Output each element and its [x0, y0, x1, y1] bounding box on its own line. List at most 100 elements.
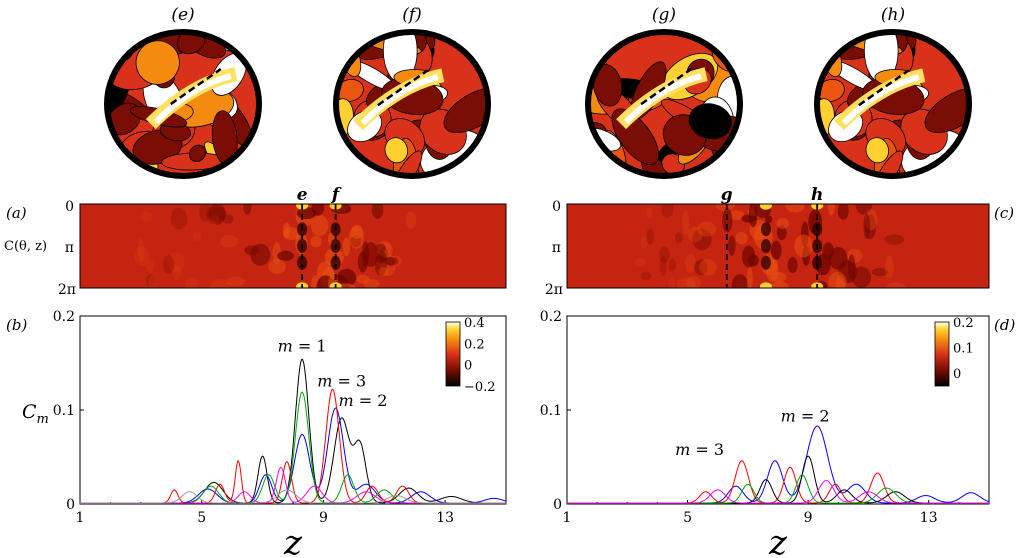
axes-d: 1 5 9 13 0 0.1 0.2 [540, 309, 990, 526]
heatmap-blob [770, 240, 782, 260]
heatmap-a-tick-pi: π [65, 240, 74, 256]
heatmap-blob [729, 210, 745, 221]
heatmap-dark-spot [330, 255, 341, 270]
cut-label: e [297, 185, 308, 205]
heatmap-blob [746, 266, 753, 288]
disk-band-core [841, 74, 920, 126]
x-tick-label: 13 [436, 510, 454, 526]
heatmap-blob [172, 265, 182, 281]
series-line-m=2 [567, 425, 989, 504]
heatmap-blob [277, 250, 294, 261]
disk-band-core [153, 73, 232, 125]
x-tick-label: 13 [920, 510, 938, 526]
heatmap-c-tick-0: 0 [552, 199, 561, 215]
lines-b [80, 358, 506, 504]
heatmap-blob [863, 213, 871, 240]
heatmap-blob [659, 256, 667, 277]
heatmap-blob [686, 276, 702, 288]
heatmap-blob [699, 258, 717, 276]
disk-patch [391, 150, 423, 176]
disk-patch [237, 157, 259, 176]
heatmap-blob [634, 257, 646, 268]
heatmap-blob [646, 228, 654, 245]
disk-dashed-line [170, 68, 222, 106]
heatmap-blob [685, 253, 696, 274]
disk-outline [814, 29, 972, 179]
annotations-b: m = 1 m = 3m = 2 [278, 337, 388, 411]
heatmap-blob [658, 246, 670, 263]
heatmap-blob [137, 237, 145, 263]
heatmap-blob [715, 204, 736, 212]
disk-dashed-line [858, 69, 910, 107]
disk-patch [466, 156, 488, 176]
heatmap-blob [378, 267, 389, 277]
heatmap-blob [405, 211, 417, 230]
cut-label: h [811, 185, 823, 205]
heatmap-dark-spot [760, 222, 771, 237]
heatmap-blob [765, 215, 773, 224]
heatmap-blob [363, 278, 380, 288]
colorbar-d: 0.2 0.1 0 [934, 316, 974, 387]
heatmap-blob [206, 204, 226, 225]
lines-d [567, 425, 989, 504]
heatmap-blob [371, 204, 384, 219]
heatmap-blob [222, 214, 234, 224]
disk-label-e: (e) [171, 5, 194, 25]
plot-frame [566, 315, 990, 505]
disk-patch [135, 40, 180, 85]
heatmap-blob [375, 243, 387, 253]
heatmap-blob [342, 237, 351, 257]
x-tick-label: 1 [563, 510, 572, 526]
colorbar-b: 0.4 0.2 0 −0.2 [445, 316, 496, 395]
heatmap-blob [268, 259, 286, 275]
heatmap-blob [184, 278, 199, 288]
heatmap-blob [640, 235, 648, 249]
annotation: m = 3 [317, 372, 366, 391]
heatmap-bright-spot [759, 204, 772, 210]
heatmap-blob [687, 226, 703, 243]
heatmap-blob [674, 232, 683, 244]
heatmap-blob [282, 222, 291, 239]
annotation: m = 3 [675, 440, 724, 459]
heatmap-blob [731, 274, 749, 288]
heatmap-blob [668, 258, 676, 272]
heatmap-blob [668, 277, 676, 288]
heatmap-blob [794, 234, 814, 258]
heatmap-blob [661, 204, 674, 218]
colorbar-tick-label: 0.2 [464, 337, 485, 352]
heatmap-blob [148, 275, 156, 288]
cut-label: f [331, 185, 342, 205]
heatmap-blob [140, 211, 153, 223]
heatmap-blob [785, 204, 805, 213]
y-tick-label: 0.2 [53, 309, 75, 325]
heatmap-blob [167, 252, 185, 273]
heatmap-blob [787, 256, 798, 274]
heatmap-blob [376, 251, 387, 264]
disk-band-core [623, 73, 702, 125]
disk-label-f: (f) [402, 5, 422, 25]
heatmap-blob [210, 279, 231, 288]
heatmap-blob [692, 228, 712, 251]
heatmap-c-tick-2pi: 2π [545, 282, 563, 298]
heatmap-dark-spot [297, 255, 308, 270]
heatmap-blob [827, 204, 836, 216]
disk-outline [585, 29, 743, 179]
disk-h [814, 29, 972, 179]
annotation: m = 1 [278, 337, 327, 356]
heatmap-blob [697, 221, 717, 237]
heatmap-blob [146, 260, 155, 272]
colorbar-tick-label: 0.2 [953, 316, 974, 331]
heatmap-c-frame [566, 203, 990, 289]
panel-label-b: (b) [6, 316, 27, 334]
heatmap-blob [822, 242, 834, 260]
y-tick-label: 0.1 [540, 403, 562, 419]
series-line-grey [80, 489, 506, 504]
y-tick-label: 0 [66, 497, 75, 513]
y-tick-label: 0 [553, 497, 562, 513]
heatmap-blob [855, 204, 873, 215]
disk-dashed-line [640, 68, 692, 106]
heatmap-c [567, 204, 989, 288]
heatmap-blob [361, 241, 370, 267]
